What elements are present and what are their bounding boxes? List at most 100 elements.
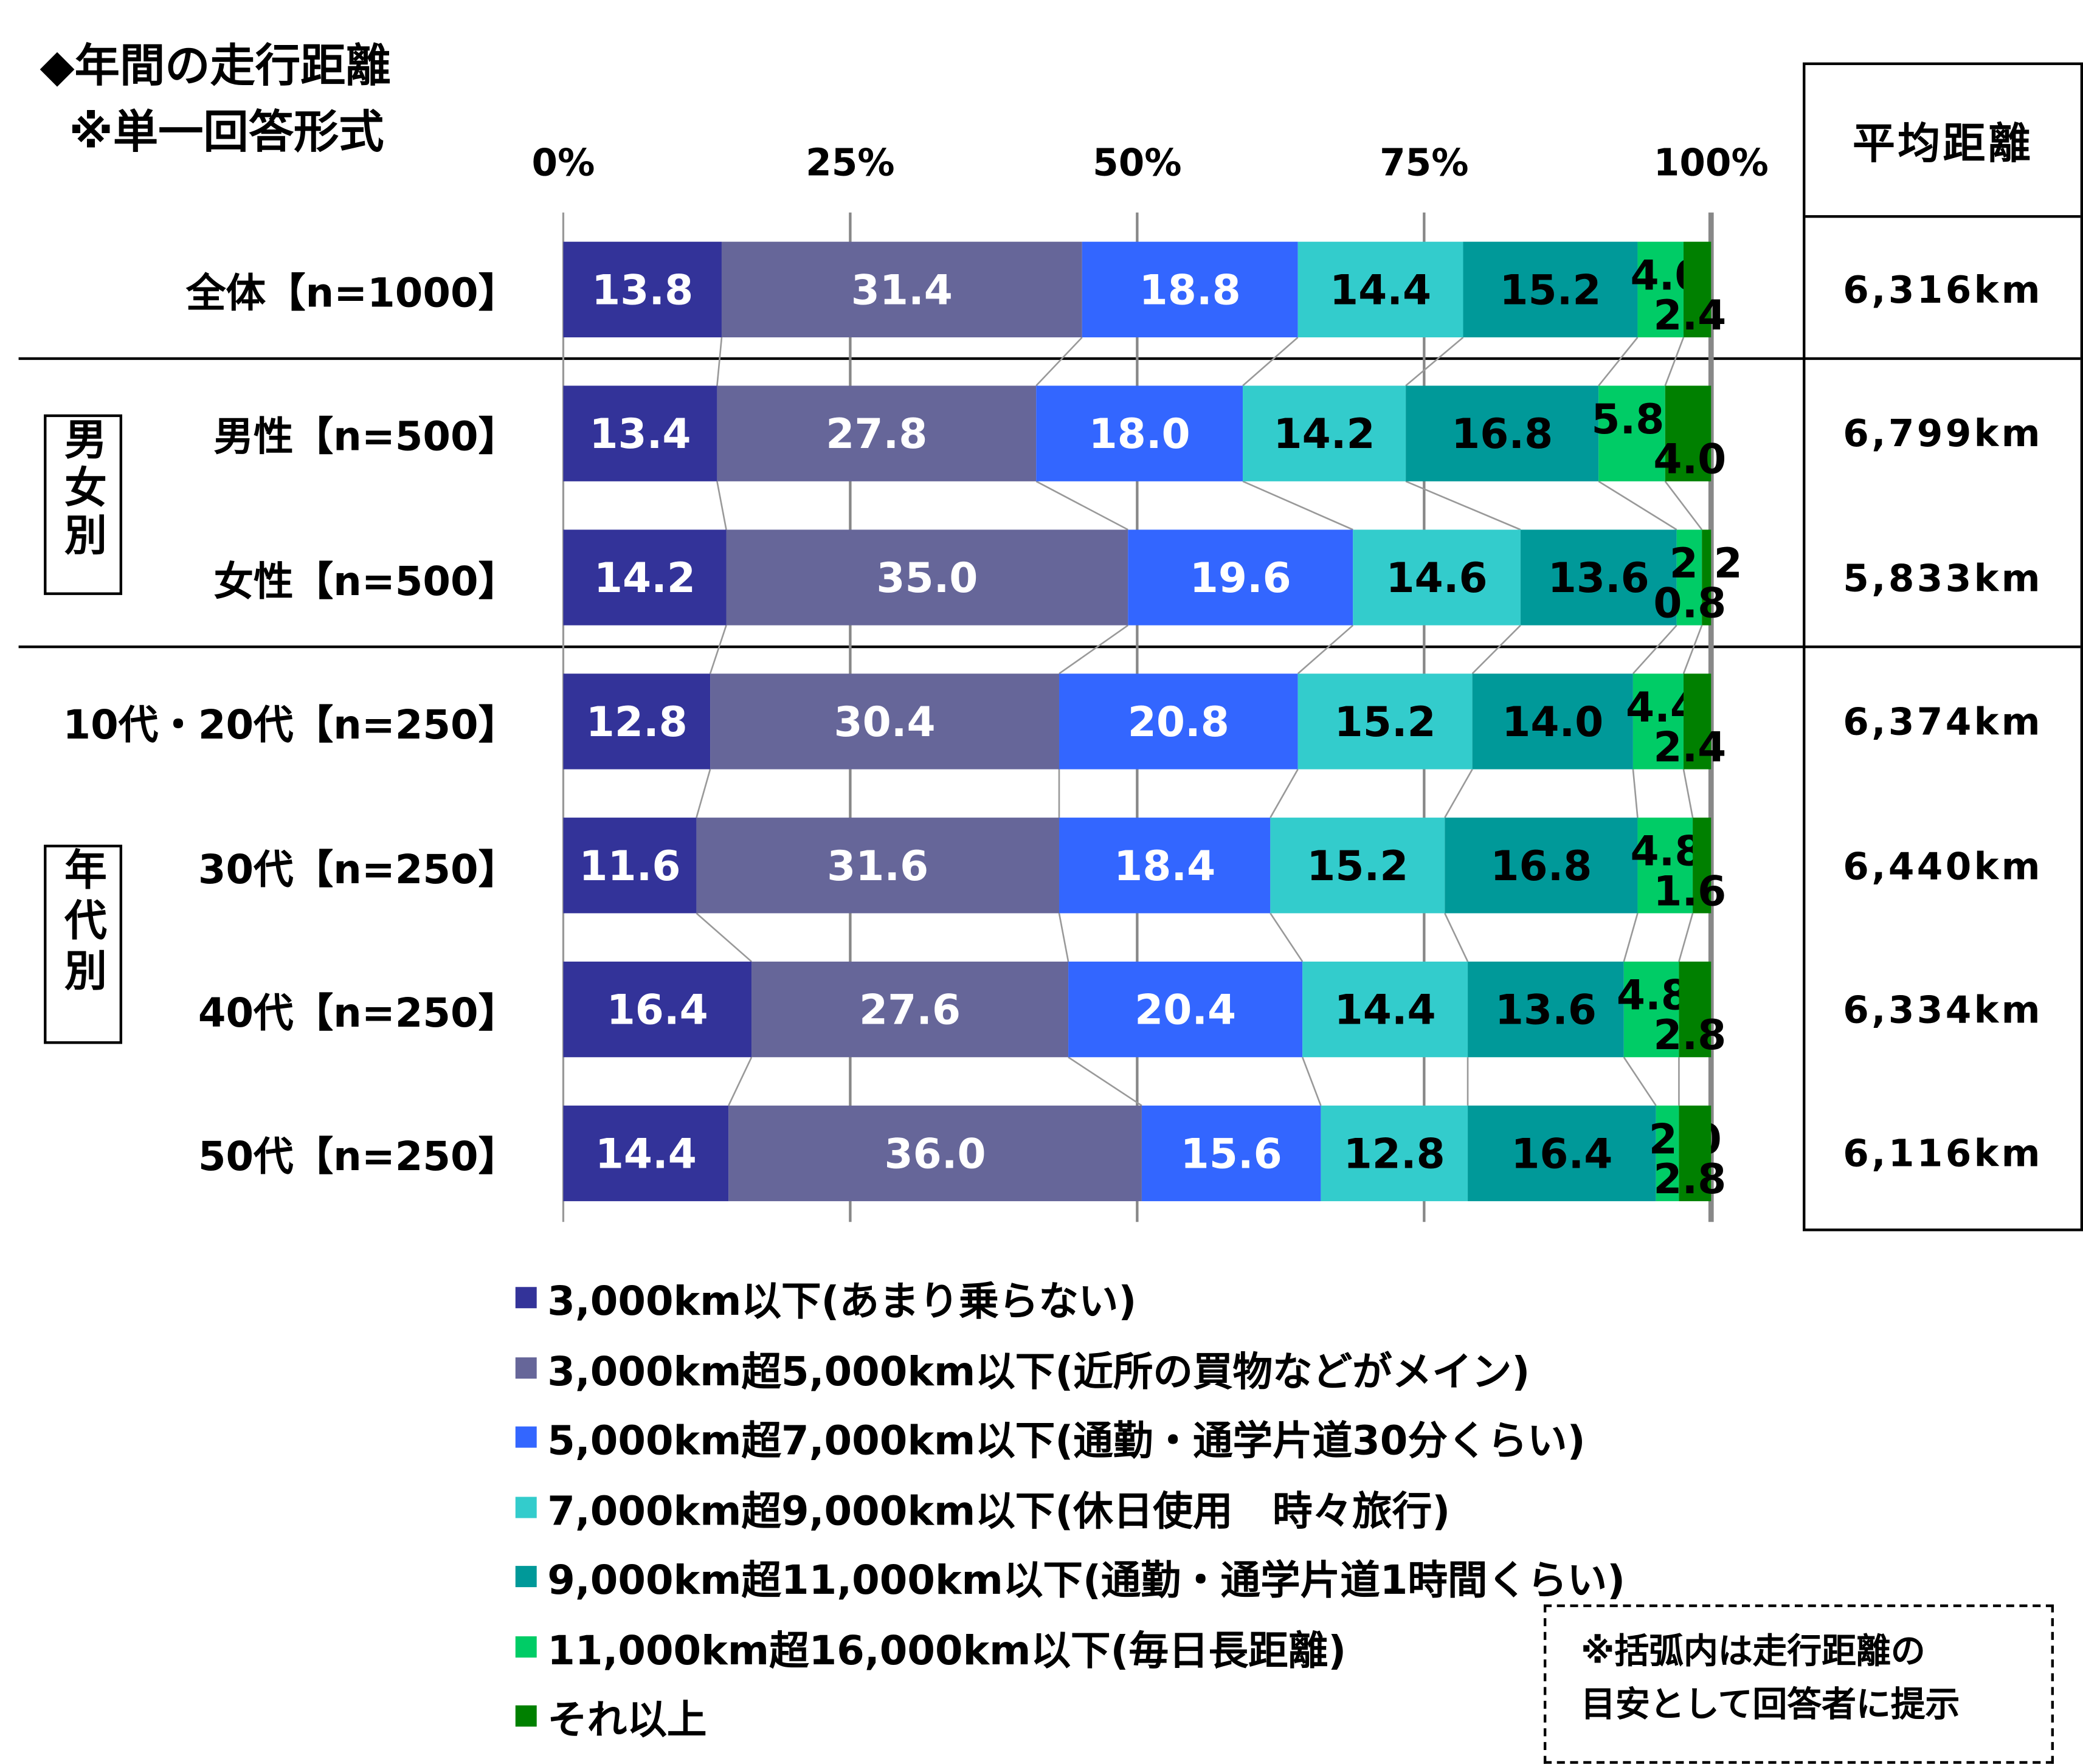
bar-segment <box>1598 385 1665 481</box>
data-label: 15.2 <box>1499 266 1601 314</box>
average-table: 平均距離 6,316km 6,799km 5,833km 6,374km 6,440km… <box>1803 62 2083 1232</box>
bar-segment <box>1679 1105 1712 1202</box>
data-label: 14.2 <box>1274 410 1375 458</box>
category-label: 女性【n=500】 <box>213 559 519 605</box>
average-value: 6,799km <box>1843 412 2043 457</box>
bar-segment <box>1270 818 1445 914</box>
legend-item: 3,000km超5,000km以下(近所の買物などがメイン) <box>515 1338 1530 1396</box>
bar-segment <box>1468 961 1624 1058</box>
bar-segment <box>1302 961 1468 1058</box>
connector-line <box>1068 1056 1142 1106</box>
connector-line <box>1682 625 1703 674</box>
data-label: 15.6 <box>1181 1129 1282 1177</box>
bar-segment <box>1683 674 1712 770</box>
connector-line <box>1059 624 1129 675</box>
legend-item: 9,000km超11,000km以下(通勤・通学片道1時間くらい) <box>515 1548 1625 1606</box>
connector-line <box>1664 337 1685 386</box>
bar-segment <box>1665 385 1712 481</box>
legend-label: 5,000km超7,000km以下(通勤・通学片道30分くらい) <box>547 1418 1586 1466</box>
legend-item: 11,000km超16,000km以下(毎日長距離) <box>515 1617 1346 1675</box>
data-label: 20.8 <box>1128 698 1229 746</box>
average-value: 6,316km <box>1843 268 2043 312</box>
legend-swatch <box>515 1635 537 1657</box>
data-label: 14.0 <box>1502 698 1603 746</box>
bar-segment <box>1297 241 1463 337</box>
bar-segment <box>1082 241 1298 337</box>
bar-segment <box>563 241 722 337</box>
bar-segment <box>1637 241 1684 337</box>
bar-segment <box>1656 1105 1679 1202</box>
bar-segment <box>1445 818 1638 914</box>
data-label: 14.4 <box>1330 266 1431 314</box>
category-label: 50代【n=250】 <box>198 1134 519 1182</box>
group-label-gender: 男女別 <box>44 414 123 595</box>
x-tick-label: 25% <box>806 140 895 185</box>
bar-segment <box>1472 674 1633 770</box>
note-box: ※括弧内は走行距離の 目安として回答者に提示 <box>1543 1604 2054 1764</box>
legend-label: それ以上 <box>547 1697 707 1744</box>
bar-segment <box>1059 674 1298 770</box>
bar-segment <box>1702 529 1712 625</box>
data-label: 1.6 <box>1653 867 1726 915</box>
bar-segment <box>1406 385 1599 481</box>
data-label: 2.4 <box>1653 723 1726 771</box>
bar-segment <box>1623 961 1679 1058</box>
bar-segment <box>1463 241 1638 337</box>
connector-line <box>1405 336 1464 387</box>
bar-segment <box>563 818 697 914</box>
chart-title: ◆年間の走行距離 <box>40 40 391 93</box>
category-label: 40代【n=250】 <box>198 991 519 1038</box>
category-label: 男性【n=500】 <box>213 415 519 462</box>
category-label: 10代・20代【n=250】 <box>63 703 519 749</box>
data-label: 27.8 <box>826 410 927 458</box>
data-label: 16.8 <box>1451 410 1553 458</box>
data-label: 30.4 <box>834 698 935 746</box>
connector-line <box>728 1056 753 1106</box>
data-label: 13.6 <box>1548 554 1649 602</box>
data-label: 14.4 <box>595 1129 697 1177</box>
data-label: 4.8 <box>1631 827 1704 875</box>
divider <box>18 645 2081 649</box>
bar-segment <box>1036 385 1243 481</box>
bar-segment <box>1693 818 1712 914</box>
x-tick-label: 100% <box>1653 140 1769 185</box>
connector-line <box>1598 480 1677 531</box>
bar-segment <box>726 529 1128 625</box>
data-label: 18.4 <box>1114 842 1215 890</box>
legend-item: 7,000km超9,000km以下(休日使用 時々旅行) <box>515 1478 1450 1536</box>
legend-item: 5,000km超7,000km以下(通勤・通学片道30分くらい) <box>515 1408 1586 1466</box>
bar-segment <box>1679 961 1712 1058</box>
connector-line <box>1269 912 1304 962</box>
connector-line <box>1623 1056 1657 1106</box>
data-label: 15.2 <box>1307 842 1408 890</box>
group-label-age: 年代別 <box>44 844 123 1044</box>
category-label: 30代【n=250】 <box>198 847 519 894</box>
data-label: 14.4 <box>1335 986 1436 1034</box>
data-label: 31.4 <box>851 266 953 314</box>
bar-segment <box>751 961 1069 1058</box>
connector-line <box>1678 913 1694 962</box>
group-label-text: 年代別 <box>58 847 109 999</box>
connector-line <box>696 769 711 818</box>
data-label: 2.4 <box>1653 291 1726 339</box>
data-label: 16.4 <box>1511 1129 1612 1177</box>
connector-line <box>1682 769 1694 818</box>
connector-line <box>1632 769 1639 818</box>
bar-segment <box>717 385 1037 481</box>
x-tick-label: 75% <box>1380 140 1469 185</box>
bar-segment <box>1059 818 1271 914</box>
bar-segment <box>1243 385 1406 481</box>
connector-line <box>709 625 727 674</box>
connector-line <box>1035 337 1083 387</box>
bar-segment <box>1297 674 1473 770</box>
bar-segment <box>1637 818 1693 914</box>
group-label-text: 男女別 <box>58 417 109 561</box>
connector-line <box>1269 768 1299 818</box>
connector-line <box>1444 768 1473 818</box>
bar-segment <box>1068 961 1303 1058</box>
bar-segment <box>563 529 727 625</box>
legend-swatch <box>515 1426 537 1448</box>
data-label: 16.4 <box>607 986 708 1034</box>
data-label: 36.0 <box>885 1129 986 1177</box>
data-label: 16.8 <box>1490 842 1592 890</box>
